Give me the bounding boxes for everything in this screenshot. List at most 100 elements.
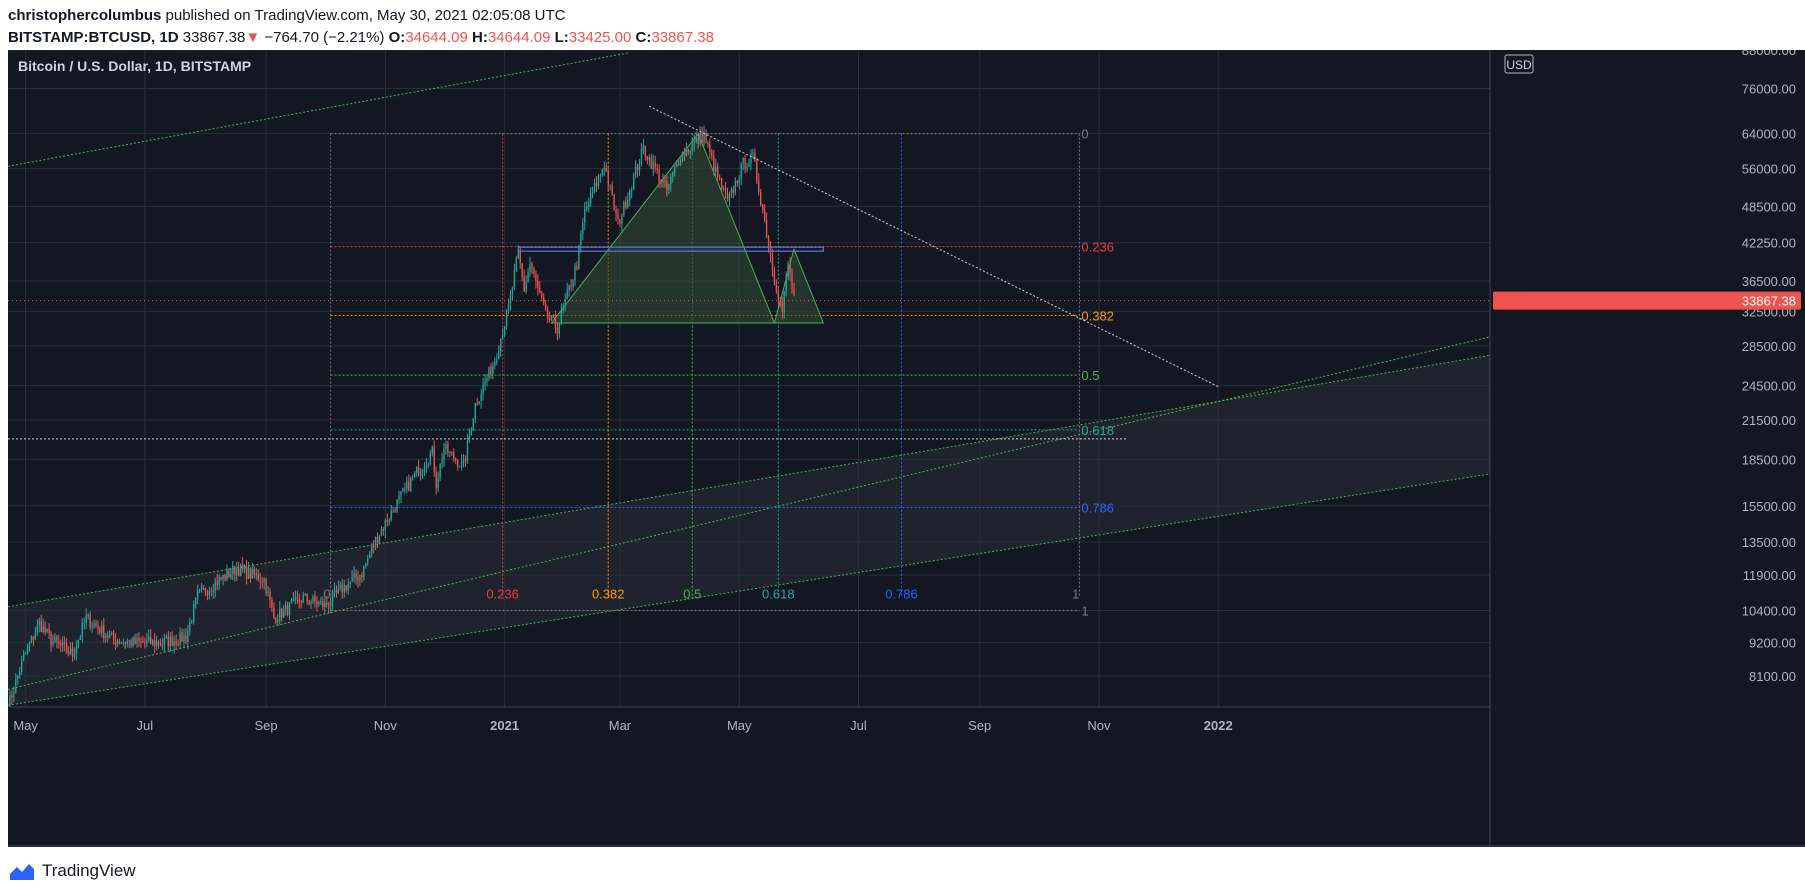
candle-body — [369, 554, 371, 559]
candle-body — [69, 648, 72, 654]
last-price-badge[interactable] — [1493, 291, 1801, 310]
candle-body — [470, 430, 473, 436]
candle-body — [363, 566, 365, 578]
footer-brand[interactable]: TradingView — [42, 861, 136, 880]
price-tick-label: 8100.00 — [1749, 669, 1796, 684]
candle-body — [638, 163, 641, 171]
candle-body — [415, 467, 418, 473]
candle-body — [685, 149, 688, 156]
candle-body — [486, 378, 488, 382]
chart-title: Bitcoin / U.S. Dollar, 1D, BITSTAMP — [18, 58, 251, 74]
candle-body — [500, 338, 502, 352]
candle-body — [286, 605, 289, 615]
trend-line — [8, 52, 628, 167]
currency-badge[interactable]: USD — [1504, 54, 1534, 74]
candle-body — [750, 152, 752, 164]
candle-body — [501, 335, 504, 339]
candle-body — [110, 632, 113, 635]
candle-body — [150, 636, 152, 645]
candle-body — [320, 601, 322, 603]
candle-body — [744, 158, 746, 169]
tradingview-logo-icon[interactable] — [8, 860, 36, 882]
fib-level-label: 0.618 — [1081, 423, 1114, 438]
candle-body — [38, 620, 40, 625]
candle-body — [193, 604, 195, 622]
candle-body — [15, 679, 17, 693]
candle-body — [533, 269, 535, 274]
candle-body — [390, 510, 392, 520]
candle-body — [785, 276, 787, 292]
candle-body — [91, 625, 93, 628]
candle-body — [576, 266, 578, 269]
channel-upper-line — [8, 354, 1491, 608]
candle-body — [392, 510, 394, 512]
candle-body — [787, 263, 789, 277]
price-chart[interactable]: 0 0.236 0.382 0.5 0.618 0.786 1 0 0.236 0.382 0.5 0… — [8, 50, 1805, 847]
candle-body — [87, 614, 89, 616]
price-tick-label: 10400.00 — [1742, 603, 1796, 618]
candle-body — [195, 597, 197, 605]
candle-body — [52, 640, 54, 645]
candle-body — [763, 210, 766, 221]
candle-body — [124, 642, 126, 644]
candle-body — [44, 626, 46, 633]
candle-body — [603, 168, 606, 171]
candle-body — [648, 157, 650, 161]
change-text: −764.70 (−2.21%) — [264, 29, 385, 46]
candle-body — [99, 628, 101, 634]
candle-body — [488, 367, 490, 379]
candle-body — [791, 272, 793, 289]
candle-body — [629, 190, 631, 200]
candle-body — [734, 180, 736, 193]
candle-body — [713, 156, 715, 172]
candle-body — [417, 467, 420, 476]
candle-body — [697, 137, 699, 144]
candle-body — [765, 220, 768, 237]
candle-body — [277, 620, 279, 624]
candle-body — [558, 323, 561, 334]
candle-body — [318, 601, 320, 605]
candle-body — [329, 602, 332, 606]
candle-body — [574, 266, 576, 280]
candle-body — [423, 467, 426, 471]
candle-body — [77, 639, 80, 647]
candle-body — [435, 471, 437, 488]
last-price-text: 33867.38 — [182, 29, 246, 46]
candle-body — [146, 640, 148, 643]
price-tick-label: 76000.00 — [1742, 81, 1796, 96]
candle-body — [412, 477, 414, 479]
candle-body — [322, 601, 324, 607]
fib-level-label: 0.5 — [1081, 368, 1099, 383]
candle-body — [410, 478, 412, 491]
candle-body — [464, 460, 467, 462]
time-tick-label: May — [13, 718, 38, 733]
candle-body — [378, 535, 381, 543]
candle-body — [652, 161, 654, 169]
candle-body — [646, 156, 649, 161]
candle-body — [279, 608, 281, 621]
candle-body — [781, 301, 783, 312]
price-tick-label: 9200.00 — [1749, 636, 1796, 651]
candle-body — [546, 309, 549, 319]
candle-body — [64, 642, 66, 644]
candle-body — [775, 283, 778, 292]
candle-body — [732, 189, 735, 193]
candle-body — [693, 141, 695, 144]
candle-body — [621, 215, 623, 224]
candle-body — [484, 381, 486, 385]
fib-time-label: 0.236 — [486, 586, 519, 601]
candle-body — [386, 520, 388, 523]
candle-body — [400, 491, 402, 496]
author-name[interactable]: christophercolumbus — [8, 7, 162, 24]
candle-body — [273, 607, 275, 619]
candle-body — [269, 591, 271, 601]
candle-body — [17, 675, 19, 680]
candle-body — [468, 435, 471, 441]
candle-body — [607, 171, 609, 185]
candle-body — [281, 608, 283, 618]
time-tick-label: Nov — [1087, 718, 1111, 733]
candle-body — [126, 641, 128, 644]
candle-body — [482, 384, 484, 395]
candle-body — [478, 401, 480, 405]
candle-body — [118, 641, 121, 644]
